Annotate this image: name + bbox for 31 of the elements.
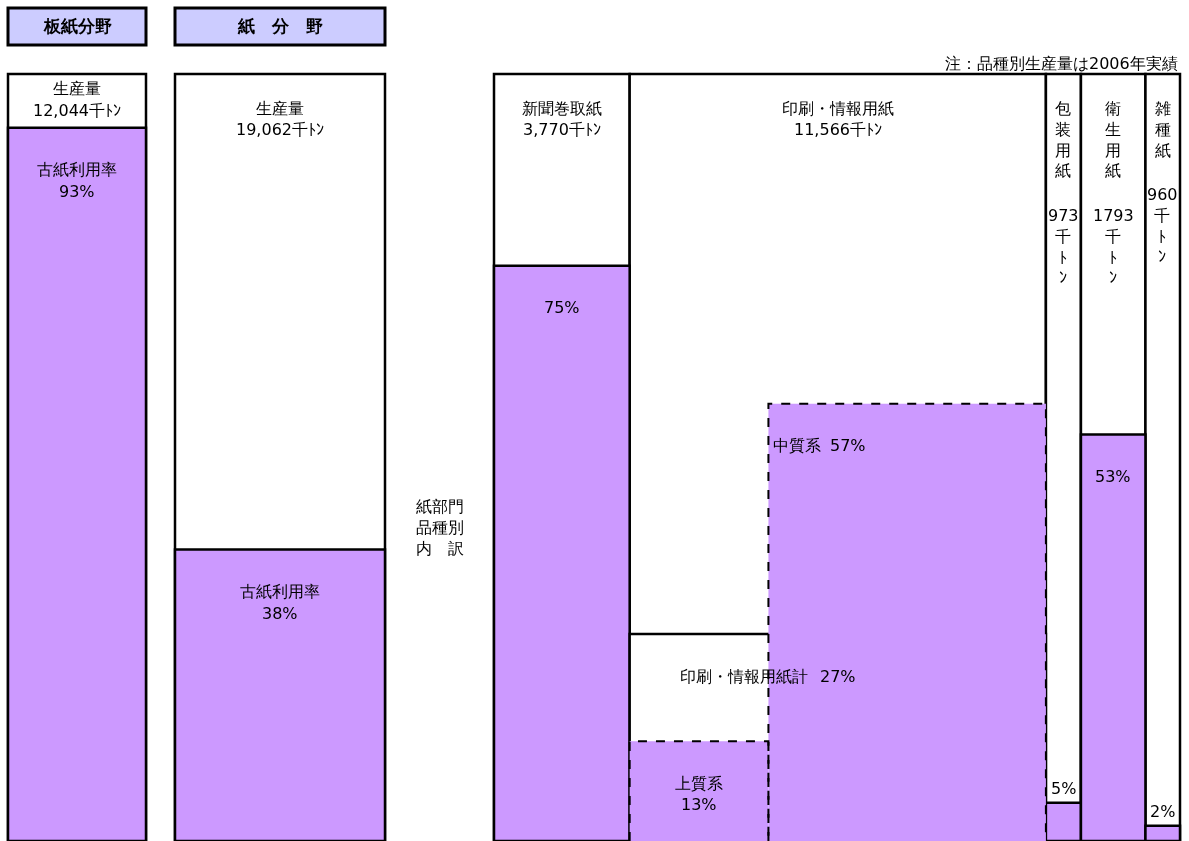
text: 紙部門品種別内 訳 <box>416 497 464 558</box>
category-label: 印刷・情報用紙 <box>782 99 894 118</box>
data-label: 2% <box>1150 802 1176 821</box>
text: 注：品種別生産量は2006年実績 <box>945 54 1178 73</box>
text: 生産量 <box>53 79 101 98</box>
text: 中質系 <box>773 436 821 455</box>
data-label: 93% <box>59 182 95 201</box>
data-label: 19,062千ﾄﾝ <box>236 120 324 139</box>
data-label: 11,566千ﾄﾝ <box>794 120 882 139</box>
category-label: 紙 分 野 <box>237 16 323 36</box>
data-label: 75% <box>544 298 580 317</box>
text: 古紙利用率 <box>240 582 320 601</box>
data-label: 3,770千ﾄﾝ <box>523 120 601 139</box>
data-label: 5% <box>1051 779 1077 798</box>
category-label: 新聞巻取紙 <box>522 99 602 118</box>
text: 古紙利用率 <box>37 160 117 179</box>
category-label: 板紙分野 <box>43 16 112 36</box>
data-label: 27% <box>820 667 856 686</box>
category-label: 衛生用紙 <box>1105 99 1121 181</box>
data-label: 1793千ﾄﾝ <box>1093 206 1134 288</box>
data-label: 53% <box>1095 467 1131 486</box>
data-label: 13% <box>681 795 717 814</box>
data-label: 973千ﾄﾝ <box>1048 206 1079 288</box>
data-label: 38% <box>262 604 298 623</box>
data-label: 960千ﾄﾝ <box>1147 185 1178 267</box>
category-label: 雑種紙 <box>1155 99 1171 160</box>
data-label: 12,044千ﾄﾝ <box>33 101 121 120</box>
text: 生産量 <box>256 99 304 118</box>
text: 上質系 <box>675 774 723 793</box>
category-label: 包装用紙 <box>1055 99 1071 181</box>
data-label: 57% <box>830 436 866 455</box>
